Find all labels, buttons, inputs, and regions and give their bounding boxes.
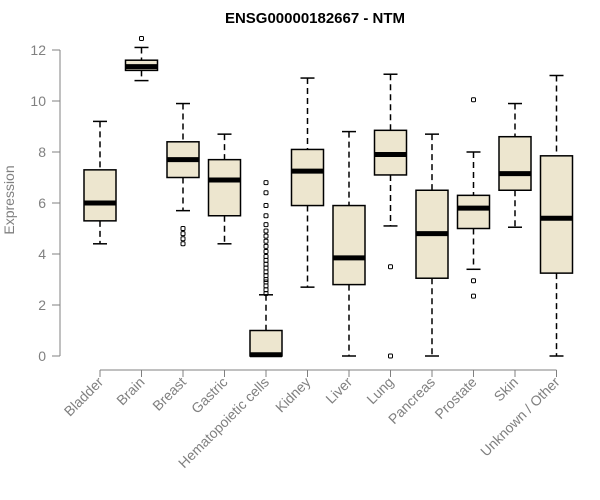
y-tick-label: 2 [38, 297, 46, 313]
box-group [249, 180, 283, 358]
box-group [290, 77, 325, 288]
box-group [83, 120, 117, 245]
outlier-point [180, 226, 186, 231]
y-tick-label: 8 [38, 144, 46, 160]
outlier-point [263, 180, 269, 186]
box-group [207, 133, 242, 245]
outlier-point [388, 353, 393, 359]
outlier-point [263, 243, 269, 249]
box-group [498, 102, 532, 228]
outlier-point [263, 233, 269, 239]
x-tick-label: Prostate [431, 374, 479, 422]
plot-area [83, 36, 574, 359]
outlier-point [263, 213, 269, 219]
outlier-point [180, 241, 186, 247]
box-group [539, 74, 574, 357]
box-group [166, 102, 200, 247]
outlier-point [388, 264, 393, 270]
outlier-point [471, 97, 476, 103]
iqr-box [83, 169, 117, 222]
iqr-box [539, 155, 574, 274]
y-axis: 0 2 4 6 8 10 12 [30, 42, 61, 364]
x-tick-label: Lung [363, 374, 396, 407]
chart-title: ENSG00000182667 - NTM [225, 10, 405, 27]
y-tick-label: 10 [30, 93, 46, 109]
iqr-box [332, 204, 366, 286]
x-tick-label: Skin [491, 374, 522, 405]
y-tick-label: 12 [30, 42, 46, 58]
y-tick-label: 6 [38, 195, 46, 211]
iqr-box [456, 194, 491, 230]
outlier-point [263, 203, 269, 209]
x-tick-label: Unknown / Other [477, 374, 563, 460]
outlier-point [139, 36, 144, 42]
iqr-box [290, 148, 325, 207]
y-tick-label: 4 [38, 246, 46, 262]
outlier-point [263, 238, 269, 244]
x-tick-label: Bladder [61, 374, 107, 420]
outlier-point [263, 222, 269, 228]
iqr-box [498, 135, 532, 191]
y-tick-label: 0 [38, 348, 46, 364]
outlier-point [180, 231, 186, 237]
outlier-point [263, 248, 269, 254]
x-tick-label: Breast [149, 374, 189, 414]
box-group [373, 73, 408, 359]
outlier-point [263, 190, 269, 196]
y-axis-label: Expression [1, 165, 17, 234]
outlier-point [263, 279, 269, 285]
outlier-point [180, 236, 186, 242]
iqr-box [249, 329, 283, 357]
iqr-box [207, 158, 242, 217]
box-group [124, 36, 159, 82]
outlier-point [471, 278, 476, 284]
box-group [332, 130, 366, 357]
x-tick-label: Liver [322, 374, 355, 407]
x-tick-label: Brain [113, 374, 147, 408]
outlier-point [263, 228, 269, 234]
x-tick-label: Kidney [272, 374, 314, 416]
box-group [415, 133, 449, 357]
outlier-point [263, 254, 269, 260]
box-group [456, 97, 491, 299]
outlier-point [471, 293, 476, 299]
